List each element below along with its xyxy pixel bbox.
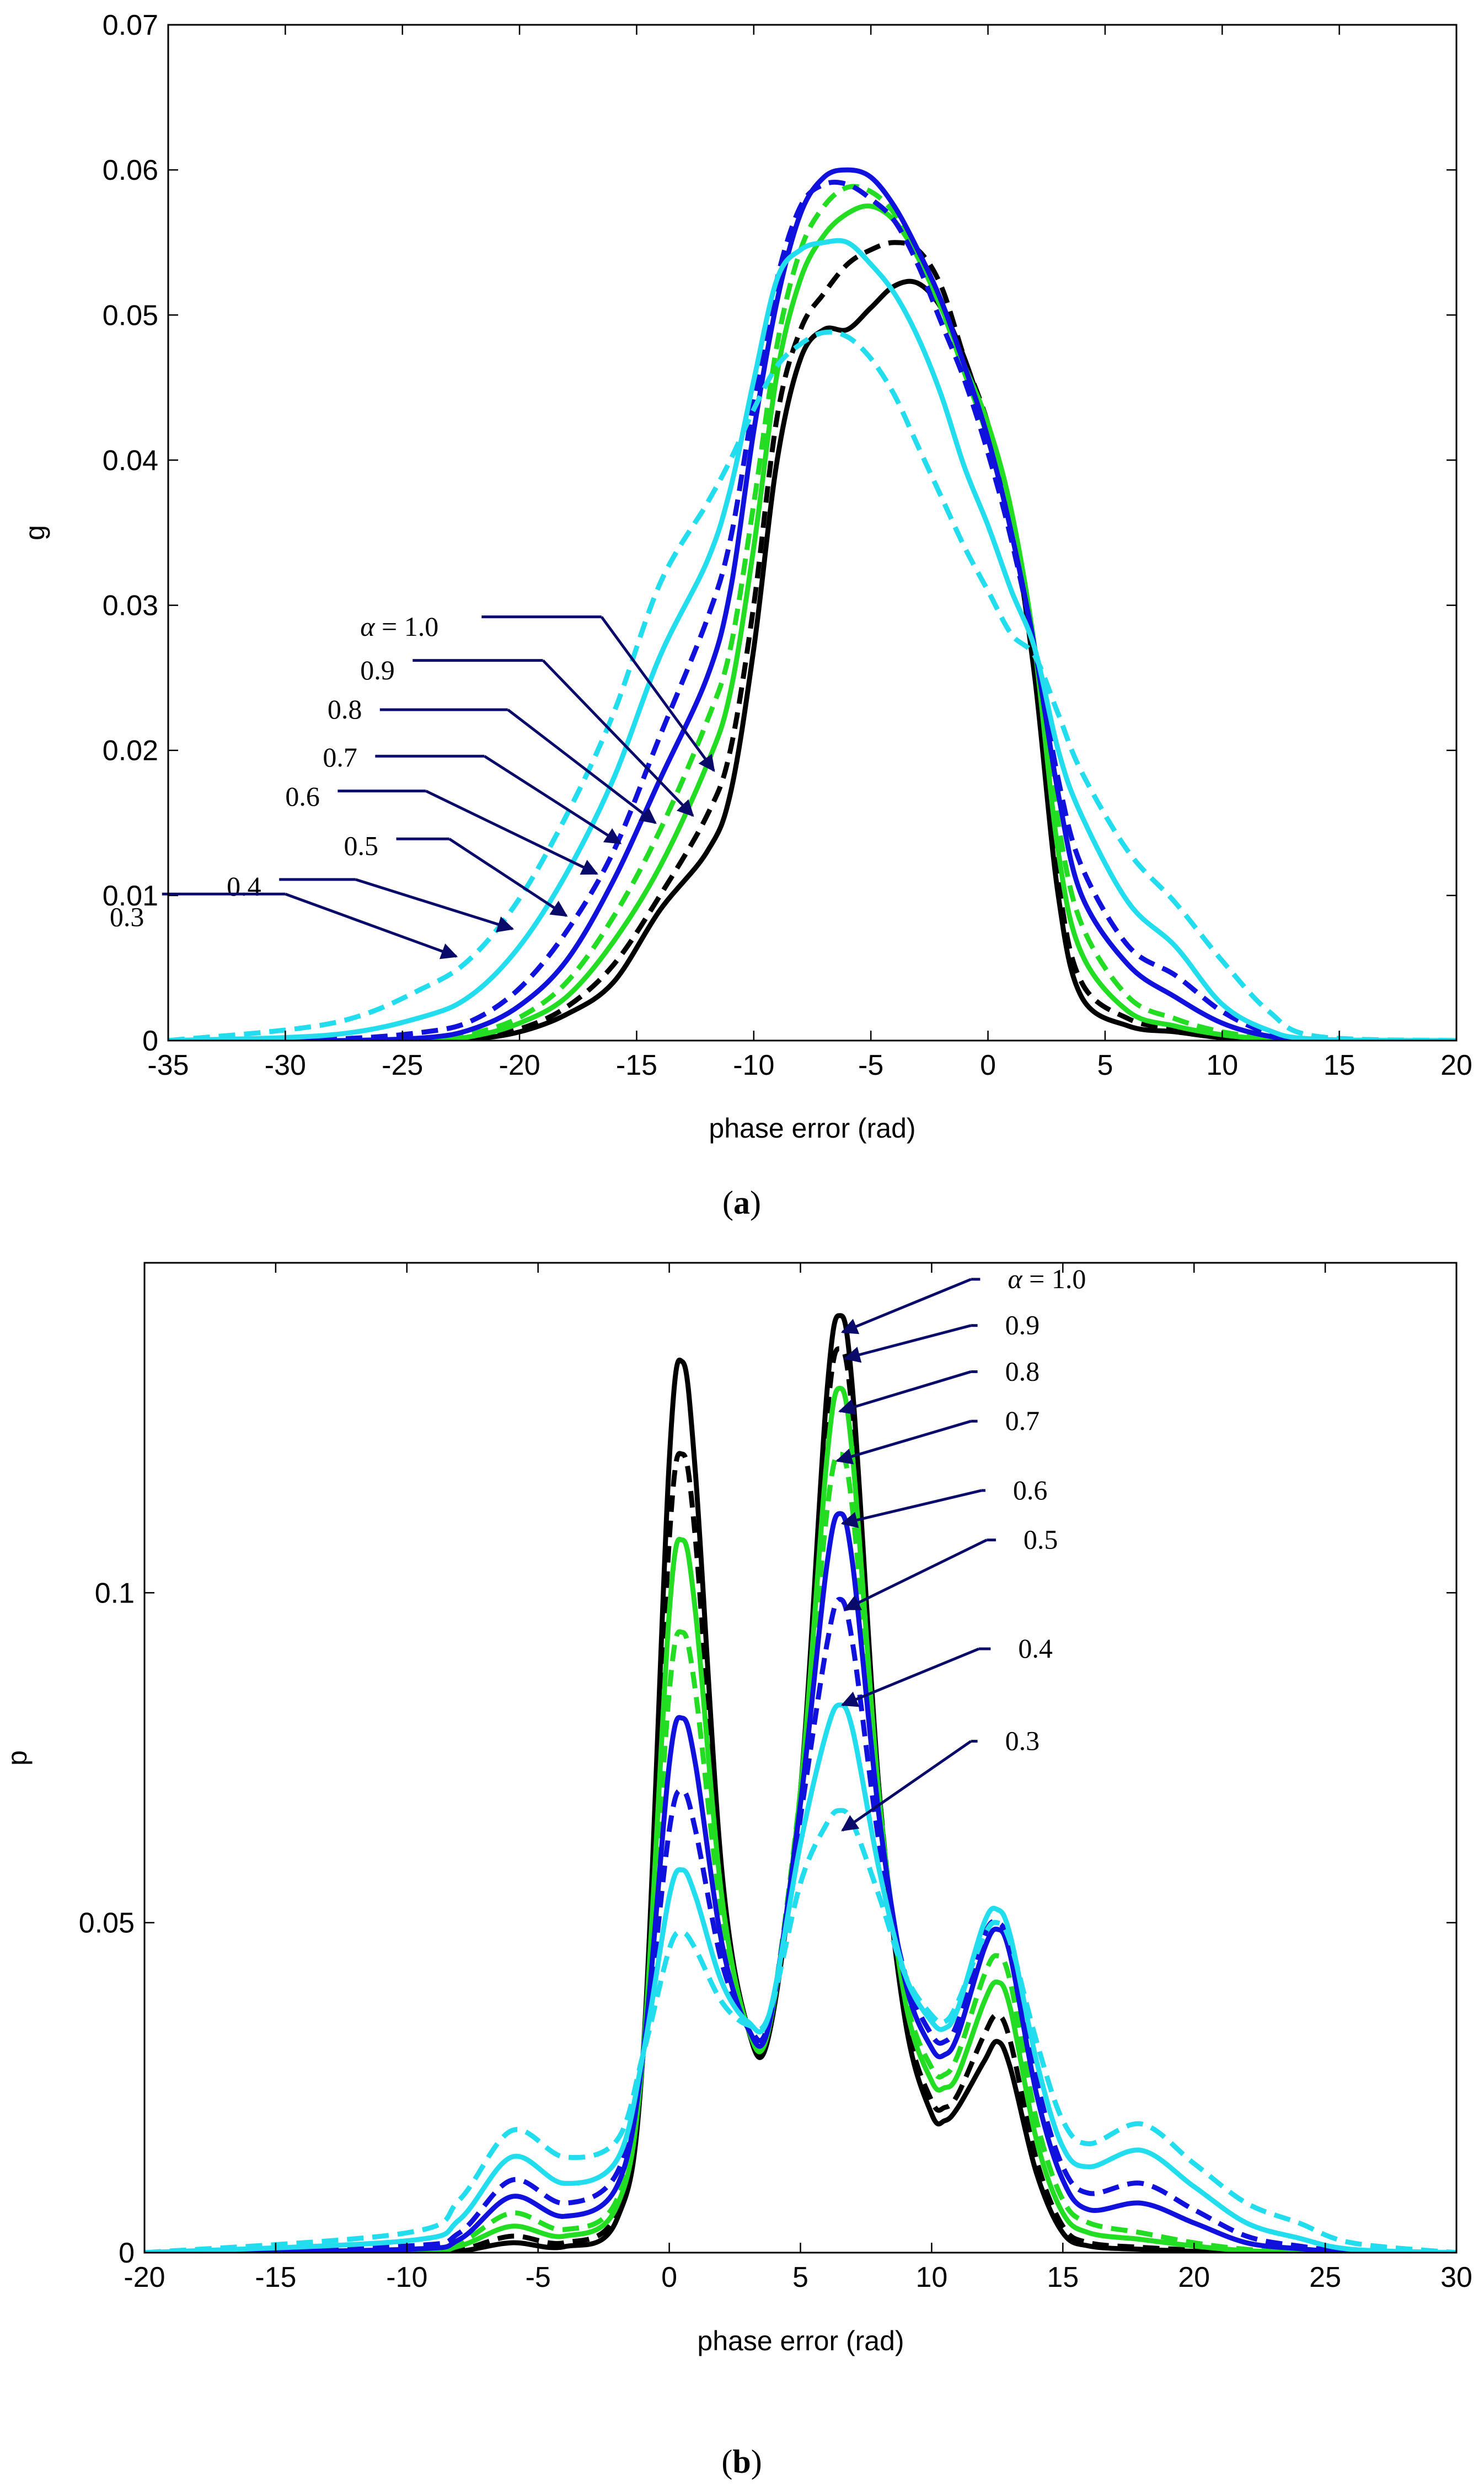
y-tick-label-a: 0.01 <box>103 880 158 912</box>
x-tick-label-a: 0 <box>980 1049 996 1081</box>
series-line-a-alpha-0-9-dashed <box>168 240 1456 1041</box>
y-axis-label-a: g <box>19 525 50 540</box>
y-tick-label-a: 0.03 <box>103 590 158 622</box>
annotation-arrow-b <box>840 1278 972 1334</box>
x-tick-label-a: -35 <box>147 1049 189 1081</box>
x-tick-label-b: -15 <box>255 2261 296 2293</box>
annotation-label-a: 0.6 <box>285 781 320 812</box>
x-tick-label-a: 20 <box>1440 1049 1472 1081</box>
annotation-label-a: 0.7 <box>323 742 357 773</box>
annotation-label-a: 0.4 <box>227 871 261 902</box>
annotation-label-a: 0.5 <box>344 830 379 861</box>
series-line-a-alpha-0-6-solid <box>168 167 1456 1041</box>
series-line-a-alpha-0-4-solid <box>168 238 1456 1041</box>
annotation-label-a: 0.8 <box>328 694 362 725</box>
annotation-label-b: 0.5 <box>1024 1524 1058 1555</box>
series-line-b-alpha-0-6-solid <box>144 1511 1456 2253</box>
annotation-arrow-a <box>425 790 598 875</box>
x-tick-label-b: -5 <box>526 2261 551 2293</box>
series-line-b-alpha-0-7-dashed <box>144 1451 1456 2253</box>
series-line-a-alpha-0-8-solid <box>168 203 1456 1041</box>
x-tick-label-a: -20 <box>499 1049 540 1081</box>
annotation-arrow-b <box>843 1539 988 1611</box>
y-tick-label-b: 0.1 <box>95 1577 135 1609</box>
annotation-arrow-a <box>355 878 515 932</box>
annotation-label-a: 0.9 <box>360 655 395 685</box>
annotation-arrow-b <box>841 1740 972 1832</box>
y-tick-label-b: 0.05 <box>79 1907 135 1939</box>
series-line-a-alpha-0-3-dashed <box>168 329 1456 1041</box>
y-tick-label-a: 0.06 <box>103 154 158 186</box>
caption-a: (a) <box>722 1184 761 1221</box>
x-tick-label-a: -15 <box>616 1049 657 1081</box>
y-axis-label-b: p <box>2 1750 33 1766</box>
x-tick-label-b: 25 <box>1309 2261 1341 2293</box>
annotation-label-a: 0.3 <box>110 901 144 932</box>
annotation-label-b: 0.3 <box>1005 1725 1040 1756</box>
chart-panel-b: -20 -15 -10 -5 0 5 10 15 20 25 30 0 0.05 0.1 α = 1.0 0… <box>2 1262 1472 2480</box>
x-tick-label-a: 10 <box>1206 1049 1238 1081</box>
x-tick-label-a: -10 <box>733 1049 774 1081</box>
series-line-b-alpha-0-4-solid <box>144 1702 1456 2253</box>
x-tick-label-b: 15 <box>1047 2261 1079 2293</box>
series-line-b-alpha-0-5-dashed <box>144 1596 1456 2253</box>
annotation-label-b: 0.7 <box>1005 1405 1040 1436</box>
caption-b: (b) <box>721 2443 762 2480</box>
annotation-label-b: 0.6 <box>1013 1475 1048 1505</box>
annotation-arrow-b <box>838 1370 972 1415</box>
annotation-label-b: 0.8 <box>1005 1355 1040 1386</box>
x-tick-label-a: 15 <box>1324 1049 1356 1081</box>
x-axis-label-a: phase error (rad) <box>709 1113 915 1144</box>
annotation-arrow-b <box>840 1647 979 1707</box>
annotation-label-b: 0.4 <box>1018 1633 1053 1664</box>
x-tick-label-b: 10 <box>915 2261 947 2293</box>
annotation-arrow-b <box>835 1419 972 1465</box>
y-tick-label-a: 0.05 <box>103 299 158 331</box>
annotation-label-b: α = 1.0 <box>1008 1263 1086 1294</box>
x-tick-label-a: -25 <box>382 1049 423 1081</box>
annotation-arrow-a <box>285 892 458 960</box>
annotation-arrow-a <box>542 659 694 817</box>
annotation-arrow-b <box>843 1324 972 1363</box>
series-line-a-alpha-0-7-dashed <box>168 184 1456 1041</box>
y-tick-label-a: 0.07 <box>103 9 158 41</box>
series-line-b-alpha-0-3-dashed <box>144 1808 1456 2253</box>
series-line-a-alpha-0-5-dashed <box>168 179 1456 1041</box>
y-tick-label-a: 0.04 <box>103 444 158 476</box>
plot-frame-b <box>143 1262 1458 2254</box>
y-tick-label-b: 0 <box>119 2237 135 2269</box>
annotation-arrow-a <box>507 709 657 824</box>
chart-panel-a: -35 -30 -25 -20 -15 -10 -5 0 5 10 15 20 0 0.01 0.02 0.0… <box>19 9 1472 1221</box>
annotation-arrow-a <box>484 755 622 845</box>
annotation-arrow-a <box>448 838 568 917</box>
x-tick-label-b: -10 <box>386 2261 427 2293</box>
x-tick-label-a: -5 <box>858 1049 883 1081</box>
y-tick-label-a: 0 <box>142 1025 158 1057</box>
x-tick-label-a: 5 <box>1097 1049 1113 1081</box>
x-axis-label-b: phase error (rad) <box>697 2325 904 2356</box>
annotation-arrow-a <box>600 616 715 772</box>
annotation-label-a: α = 1.0 <box>360 611 438 642</box>
x-tick-label-b: 0 <box>661 2261 677 2293</box>
y-tick-label-a: 0.02 <box>103 735 158 767</box>
x-tick-label-b: 20 <box>1178 2261 1210 2293</box>
plot-frame-a <box>167 24 1458 1042</box>
x-tick-label-a: -30 <box>265 1049 306 1081</box>
annotation-arrow-b <box>840 1489 982 1529</box>
series-line-a-alpha-1-0-solid <box>168 278 1456 1041</box>
x-tick-label-b: -20 <box>124 2261 165 2293</box>
x-tick-label-b: 30 <box>1440 2261 1472 2293</box>
annotation-label-b: 0.9 <box>1005 1310 1040 1341</box>
x-tick-label-b: 5 <box>792 2261 808 2293</box>
